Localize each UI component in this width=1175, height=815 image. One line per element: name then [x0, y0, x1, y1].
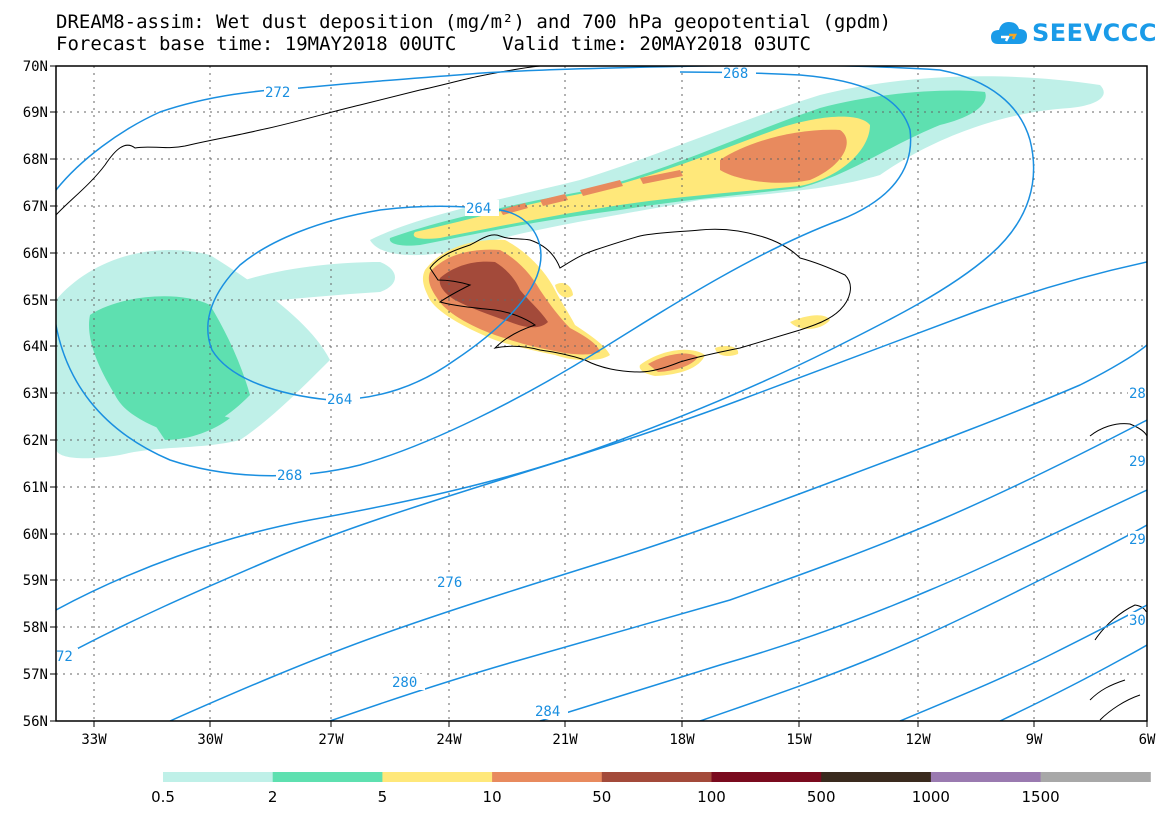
contour-300: [999, 644, 1147, 721]
dust-deposition-field: [56, 76, 1104, 459]
contour-268: [56, 71, 912, 477]
logo-text: SEEVCCC: [1032, 19, 1157, 47]
contour-label-288-right: 28: [1129, 386, 1146, 402]
lat-label: 68N: [23, 152, 48, 168]
colorbar-label: 2: [268, 788, 278, 806]
colorbar-swatch: [382, 772, 493, 782]
colorbar-swatch: [163, 772, 274, 782]
colorbar-label: 50: [592, 788, 611, 806]
lat-label: 59N: [23, 573, 48, 589]
geopotential-contours: [56, 66, 1147, 721]
colorbar-label: 5: [378, 788, 388, 806]
contour-label-284: 284: [535, 704, 560, 720]
colorbar-swatch: [711, 772, 822, 782]
coastline-iceland: [429, 228, 851, 373]
seevccc-logo: SEEVCCC: [990, 18, 1157, 48]
contour-label-300-right: 30: [1129, 613, 1146, 629]
contour-272: [56, 66, 1035, 611]
lat-label: 57N: [23, 667, 48, 683]
dust-band-north-orange-dash-3: [580, 180, 623, 196]
contour-label-272: 272: [265, 85, 290, 101]
lat-label: 70N: [23, 59, 48, 75]
contour-284: [329, 419, 1147, 721]
colorbar-swatch: [821, 772, 932, 782]
contour-label-276: 276: [437, 575, 462, 591]
dust-patch-light-band-mid: [220, 262, 395, 305]
lat-label: 61N: [23, 480, 48, 496]
axis-ticks: [50, 65, 1148, 727]
dust-south-coast-patch-3: [790, 315, 830, 329]
colorbar-swatch: [1040, 772, 1151, 782]
contour-label-264-top: 264: [466, 201, 491, 217]
lon-label: 12W: [905, 732, 931, 748]
lat-label: 66N: [23, 246, 48, 262]
lon-label: 18W: [669, 732, 695, 748]
contour-280: [169, 344, 1147, 721]
lat-label: 64N: [23, 339, 48, 355]
contour-label-292-right: 29: [1129, 454, 1146, 470]
lat-label: 67N: [23, 199, 48, 215]
contour-labels: 272 268 264 264 268 276 280 284 72 28 29…: [56, 66, 1147, 720]
lat-label: 56N: [23, 714, 48, 730]
lon-label: 15W: [786, 732, 812, 748]
contour-288: [539, 489, 1147, 721]
colorbar-label: 10: [483, 788, 502, 806]
dust-patch-west-green-2: [155, 414, 230, 440]
colorbar-swatch: [930, 772, 1042, 782]
dust-iceland-west-brown: [439, 261, 548, 328]
chart-title-line-1: DREAM8-assim: Wet dust deposition (mg/m²…: [56, 11, 892, 33]
chart-title-line-2: Forecast base time: 19MAY2018 00UTC Vali…: [56, 33, 811, 55]
contour-296: [899, 604, 1147, 721]
lon-label: 9W: [1026, 732, 1043, 748]
lon-label: 33W: [81, 732, 107, 748]
lon-label: 24W: [436, 732, 462, 748]
coastline-scotland-north: [1089, 423, 1147, 437]
lon-label: 27W: [318, 732, 344, 748]
coastlines: [56, 66, 1147, 721]
colorbar-swatch: [272, 772, 383, 782]
colorbar: 0.5 2 5 10 50 100 500 1000 1500: [151, 772, 1151, 806]
colorbar-label: 100: [697, 788, 726, 806]
dust-band-north-orange-dash-2: [540, 194, 568, 206]
latitude-labels: 70N 69N 68N 67N 66N 65N 64N 63N 62N 61N …: [23, 59, 48, 730]
dust-band-north-orange: [720, 129, 847, 183]
contour-label-280: 280: [392, 675, 417, 691]
contour-label-272-left: 72: [56, 649, 73, 665]
lon-label: 6W: [1139, 732, 1156, 748]
map-plot-area: 272 268 264 264 268 276 280 284 72 28 29…: [56, 66, 1147, 721]
dust-band-north-orange-dash-4: [640, 170, 683, 184]
colorbar-swatch: [492, 772, 603, 782]
colorbar-label: 0.5: [151, 788, 175, 806]
contour-292: [699, 524, 1147, 721]
colorbar-label: 1500: [1022, 788, 1060, 806]
contour-276: [56, 261, 1147, 661]
dust-south-coast-patch-1b: [648, 353, 698, 372]
lat-label: 69N: [23, 105, 48, 121]
lon-label: 30W: [197, 732, 223, 748]
contour-label-296-right: 29: [1129, 532, 1146, 548]
longitude-labels: 33W 30W 27W 24W 21W 18W 15W 12W 9W 6W: [81, 732, 1156, 748]
lat-label: 58N: [23, 620, 48, 636]
dust-iceland-north-patch: [555, 283, 573, 298]
colorbar-label: 1000: [912, 788, 950, 806]
contour-264: [207, 205, 542, 401]
lat-label: 62N: [23, 433, 48, 449]
lat-label: 63N: [23, 386, 48, 402]
contour-label-268-top: 268: [723, 66, 748, 82]
contour-label-268-bottom: 268: [277, 468, 302, 484]
colorbar-label: 500: [807, 788, 836, 806]
cloud-icon: [991, 22, 1027, 44]
colorbar-swatch: [601, 772, 712, 782]
coastline-greenland: [56, 66, 541, 216]
contour-label-264-bottom: 264: [327, 392, 352, 408]
lon-label: 21W: [552, 732, 578, 748]
lat-label: 60N: [23, 527, 48, 543]
lat-label: 65N: [23, 293, 48, 309]
dust-patch-west-green: [89, 296, 250, 435]
